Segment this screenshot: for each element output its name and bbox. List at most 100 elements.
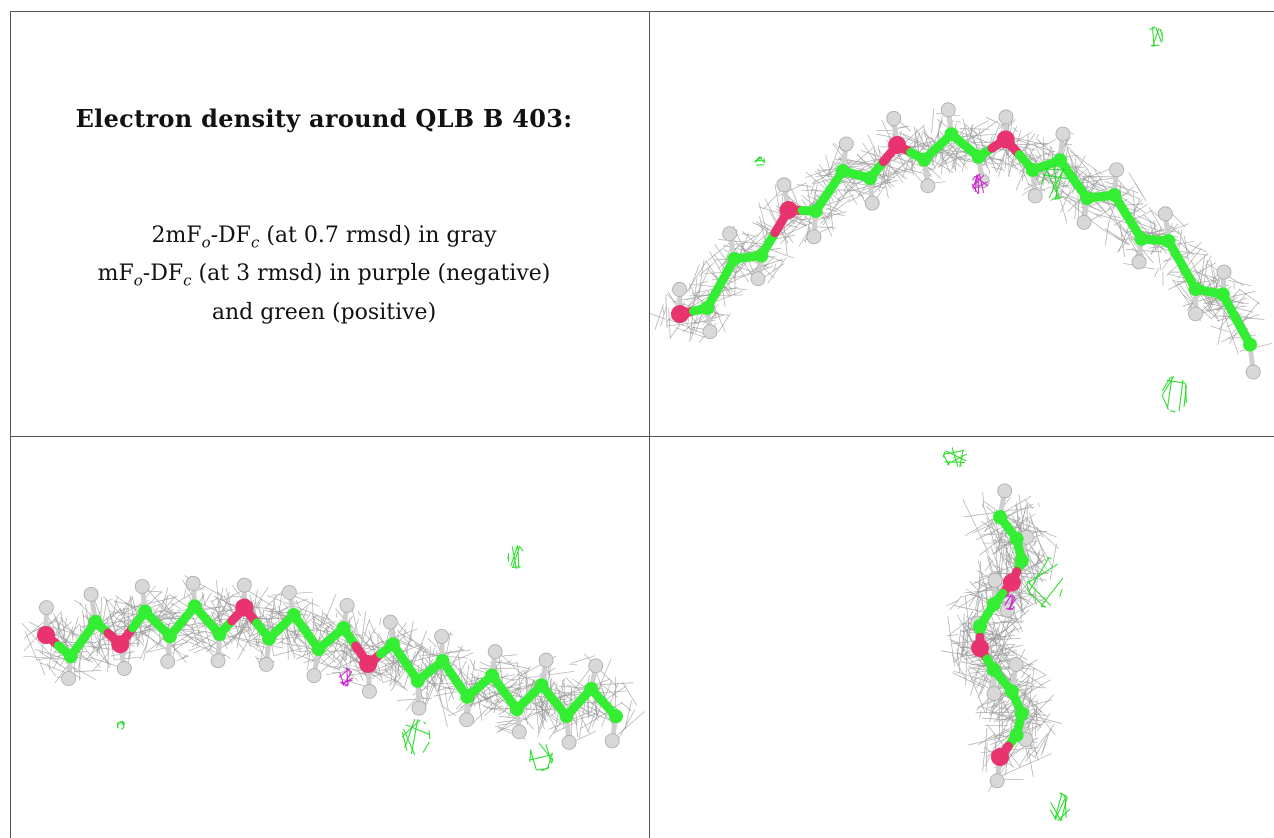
carbon-atom	[754, 248, 769, 263]
hydrogen-atom	[1055, 126, 1071, 142]
hydrogen-atom	[116, 661, 132, 676]
hydrogen-atom	[61, 671, 76, 686]
hydrogen-atom	[160, 654, 176, 669]
density-positive-green	[1049, 792, 1071, 822]
view-bottom-left	[11, 437, 649, 838]
carbon-atom	[917, 152, 932, 167]
view-top-right	[650, 12, 1274, 436]
caption-line-2fo-fc: 2mFo-DFc (at 0.7 rmsd) in gray	[151, 223, 497, 252]
carbon-atom	[460, 689, 475, 704]
hydrogen-atom	[989, 773, 1005, 789]
carbon-atom	[336, 621, 351, 636]
oxygen-atom	[359, 654, 378, 673]
hydrogen-atom	[986, 686, 1002, 701]
hydrogen-atom	[83, 586, 99, 602]
hydrogen-atom	[1157, 206, 1173, 222]
carbon-atom	[286, 608, 301, 623]
caption-title: Electron density around QLB B 403:	[75, 104, 573, 133]
hydrogen-atom	[702, 324, 718, 340]
carbon-atom	[1009, 531, 1024, 546]
molecule-render-bottom-right	[940, 447, 1071, 822]
hydrogen-atom	[920, 178, 936, 194]
table-border-top	[10, 11, 1274, 12]
density-positive-green	[507, 544, 524, 570]
carbon-atom	[609, 709, 623, 724]
carbon-atom	[1009, 728, 1024, 743]
hydrogen-atom	[339, 598, 355, 613]
hydrogen-atom	[722, 226, 738, 242]
density-positive-green	[1149, 26, 1164, 47]
carbon-atom	[1014, 553, 1029, 568]
carbon-atom	[863, 171, 877, 186]
carbon-atom	[808, 204, 823, 219]
oxygen-atom	[1002, 573, 1021, 592]
oxygen-atom	[37, 626, 55, 644]
hydrogen-atom	[997, 483, 1013, 499]
hydrogen-atom	[1188, 306, 1203, 322]
carbon-atom	[1243, 337, 1257, 352]
density-negative-purple	[338, 667, 354, 687]
oxygen-atom	[996, 130, 1015, 149]
hydrogen-atom	[39, 600, 54, 616]
ligand-stick-model	[970, 483, 1034, 789]
caption-line-positive: and green (positive)	[211, 299, 437, 325]
hydrogen-atom	[998, 109, 1014, 125]
carbon-atom	[559, 708, 574, 723]
hydrogen-atom	[1245, 364, 1261, 380]
hydrogen-atom	[1216, 264, 1232, 280]
density-positive-green	[1026, 556, 1064, 608]
carbon-atom	[700, 301, 715, 316]
hydrogen-atom	[561, 735, 577, 750]
hydrogen-atom	[1027, 188, 1043, 204]
molecule-render-top-right	[650, 26, 1273, 413]
density-positive-green	[754, 156, 766, 166]
carbon-atom	[485, 668, 500, 683]
hydrogen-atom	[1076, 214, 1092, 230]
carbon-atom	[88, 614, 103, 629]
hydrogen-atom	[434, 628, 450, 644]
hydrogen-atom	[1008, 657, 1024, 672]
density-mesh-gray	[940, 492, 1063, 792]
oxygen-atom	[888, 136, 907, 155]
density-positive-green	[116, 720, 126, 730]
carbon-atom	[1014, 706, 1029, 721]
carbon-atom	[1188, 282, 1203, 297]
caption-line-fo-fc: mFo-DFc (at 3 rmsd) in purple (negative)	[97, 261, 551, 290]
hydrogen-atom	[672, 282, 687, 297]
carbon-atom	[986, 662, 1001, 677]
carbon-atom	[212, 627, 227, 642]
ligand-stick-model	[37, 575, 623, 750]
carbon-atom	[509, 702, 524, 717]
carbon-atom	[187, 599, 202, 614]
hydrogen-atom	[382, 614, 398, 630]
density-positive-green	[401, 718, 431, 756]
carbon-atom	[986, 597, 1001, 612]
hydrogen-atom	[134, 579, 150, 594]
hydrogen-atom	[538, 652, 554, 668]
oxygen-atom	[970, 638, 989, 657]
carbon-atom	[944, 127, 959, 142]
carbon-atom	[262, 631, 277, 646]
carbon-atom	[1107, 188, 1122, 203]
carbon-atom	[1004, 684, 1019, 699]
table-divider-horizontal	[10, 436, 1274, 437]
carbon-atom	[727, 252, 742, 267]
hydrogen-atom	[210, 653, 226, 669]
carbon-atom	[1161, 234, 1176, 249]
carbon-atom	[410, 673, 425, 688]
carbon-atom	[971, 149, 986, 164]
hydrogen-atom	[258, 657, 274, 672]
hydrogen-atom	[236, 577, 252, 593]
oxygen-atom	[671, 305, 689, 324]
hydrogen-atom	[281, 585, 297, 600]
carbon-atom	[162, 629, 177, 644]
hydrogen-atom	[776, 177, 792, 193]
hydrogen-atom	[306, 668, 322, 684]
hydrogen-atom	[1000, 602, 1015, 618]
density-positive-green	[1040, 163, 1069, 201]
hydrogen-atom	[864, 195, 880, 211]
hydrogen-atom	[511, 724, 527, 740]
carbon-atom	[435, 654, 450, 669]
carbon-atom	[138, 604, 153, 619]
